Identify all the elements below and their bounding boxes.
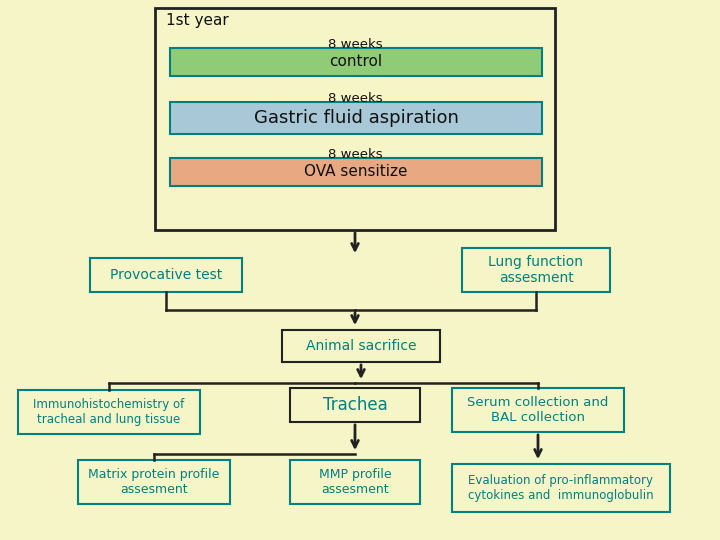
Bar — [155, 8, 555, 230]
Text: Gastric fluid aspiration: Gastric fluid aspiration — [253, 109, 459, 127]
Text: MMP profile
assesment: MMP profile assesment — [319, 468, 391, 496]
Text: OVA sensitize: OVA sensitize — [305, 165, 408, 179]
Text: Matrix protein profile
assesment: Matrix protein profile assesment — [89, 468, 220, 496]
Bar — [462, 248, 610, 292]
Bar — [170, 158, 542, 186]
Bar — [18, 390, 200, 434]
Bar — [452, 388, 624, 432]
Bar — [290, 388, 420, 422]
Bar — [290, 460, 420, 504]
Text: Evaluation of pro-inflammatory
cytokines and  immunoglobulin: Evaluation of pro-inflammatory cytokines… — [468, 474, 654, 502]
Text: Provocative test: Provocative test — [110, 268, 222, 282]
Text: Animal sacrifice: Animal sacrifice — [306, 339, 416, 353]
Text: 8 weeks: 8 weeks — [328, 37, 382, 51]
Text: 8 weeks: 8 weeks — [328, 91, 382, 105]
Bar — [170, 48, 542, 76]
Bar — [78, 460, 230, 504]
Bar — [282, 330, 440, 362]
Bar — [452, 464, 670, 512]
Text: Immunohistochemistry of
tracheal and lung tissue: Immunohistochemistry of tracheal and lun… — [33, 398, 184, 426]
Text: Serum collection and
BAL collection: Serum collection and BAL collection — [467, 396, 608, 424]
Text: Lung function
assesment: Lung function assesment — [488, 255, 583, 285]
Text: control: control — [330, 55, 382, 70]
Text: 8 weeks: 8 weeks — [328, 147, 382, 160]
Text: Trachea: Trachea — [323, 396, 387, 414]
Text: 1st year: 1st year — [166, 12, 228, 28]
Bar — [170, 102, 542, 134]
Bar — [90, 258, 242, 292]
